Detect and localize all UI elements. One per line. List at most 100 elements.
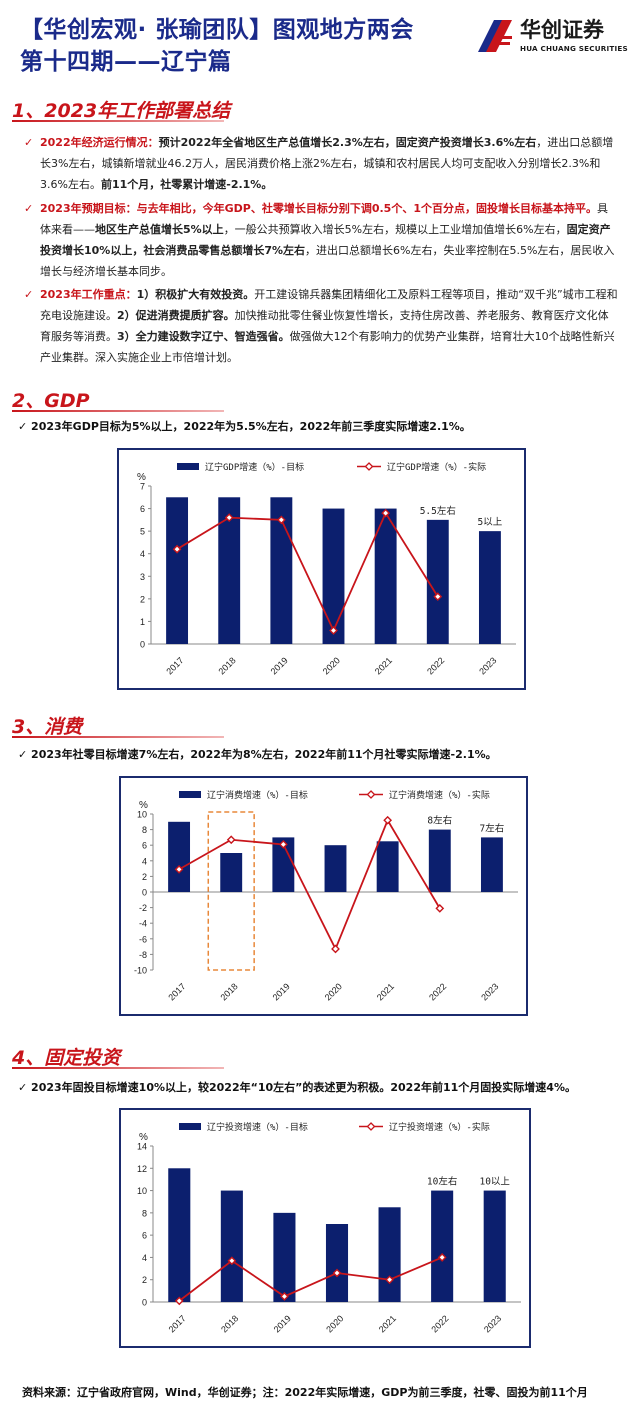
legend-entry-actual: 辽宁消费增速（%）-实际 xyxy=(389,789,490,801)
bar-annotation: 10以上 xyxy=(479,1177,510,1188)
y-tick-label: 10 xyxy=(137,1186,147,1196)
check-icon: ✓ xyxy=(24,288,34,301)
y-axis-unit: % xyxy=(137,472,146,483)
y-tick-label: 12 xyxy=(137,1164,147,1174)
section-title-consumption: 3、消费 xyxy=(12,716,83,738)
chart-legend: 辽宁GDP增速（%）-目标 辽宁GDP增速（%）-实际 xyxy=(177,461,486,473)
check-icon: ✓ xyxy=(24,136,34,149)
y-tick-label: 4 xyxy=(140,549,145,559)
point-actual-2022 xyxy=(437,1253,447,1262)
bar-target-2023 xyxy=(480,837,503,892)
bullet-label: 2023年工作重点： xyxy=(40,288,137,301)
point-actual-2021 xyxy=(383,815,393,825)
point-actual-2022 xyxy=(433,592,443,601)
legend-entry-target: 辽宁GDP增速（%）-目标 xyxy=(205,461,304,473)
y-tick-label: 6 xyxy=(142,841,147,851)
point-actual-2022 xyxy=(435,903,445,913)
bar-target-2020 xyxy=(322,508,345,644)
check-icon: ✓ xyxy=(18,420,32,433)
point-actual-2018 xyxy=(224,513,234,522)
x-tick-label: 2023 xyxy=(479,981,500,1002)
section-underline xyxy=(12,736,224,738)
x-tick-label: 2022 xyxy=(425,655,446,676)
y-tick-label: 6 xyxy=(142,1231,147,1241)
y-tick-label: 2 xyxy=(142,872,147,882)
consumption-summary: ✓ 2023年社零目标增速7%左右，2022年为8%左右，2022年前11个月社… xyxy=(18,746,497,762)
y-axis-unit: % xyxy=(139,1132,148,1143)
section-underline xyxy=(12,410,224,412)
actual-series-line xyxy=(178,1256,443,1302)
section-title-investment: 4、固定投资 xyxy=(12,1047,121,1069)
x-tick-label: 2022 xyxy=(427,981,448,1002)
y-axis-unit: % xyxy=(139,800,148,811)
legend-line-marker xyxy=(364,462,374,471)
bar-target-2020 xyxy=(324,845,347,892)
section-title-work-plan: 1、2023年工作部署总结 xyxy=(12,100,231,122)
point-actual-2020 xyxy=(332,1268,342,1278)
x-tick-label: 2020 xyxy=(324,1313,345,1334)
page-title-line1: 【华创宏观· 张瑜团队】图观地方两会 xyxy=(20,17,414,43)
bar-target-2023 xyxy=(483,1190,506,1302)
work-plan-bullet: ✓ 2023年工作重点：1）积极扩大有效投资。开工建设锦兵器集团精细化工及原料工程… xyxy=(24,284,618,368)
point-actual-2018 xyxy=(227,1256,237,1266)
bullet-text: 地区生产总值增长5%以上 xyxy=(95,223,224,236)
x-tick-label: 2020 xyxy=(321,655,342,676)
work-plan-bullet: ✓ 2023年预期目标：与去年相比，今年GDP、社零增长目标分别下调0.5个、1个… xyxy=(24,198,618,282)
x-tick-label: 2019 xyxy=(271,981,292,1002)
point-actual-2021 xyxy=(385,1275,394,1285)
point-actual-2017 xyxy=(172,544,182,554)
bar-annotation: 10左右 xyxy=(427,1176,457,1188)
bullet-label: 2022年经济运行情况： xyxy=(40,136,159,149)
legend-entry-target: 辽宁消费增速（%）-目标 xyxy=(207,789,308,801)
bar-target-2022 xyxy=(431,1190,454,1302)
page-title-line2: 第十四期——辽宁篇 xyxy=(20,49,232,75)
legend-entry-actual: 辽宁GDP增速（%）-实际 xyxy=(387,461,486,473)
y-tick-label: 6 xyxy=(140,504,145,514)
logo-text-cn: 华创证券 xyxy=(520,18,604,42)
highlight-box xyxy=(207,811,255,971)
x-tick-label: 2022 xyxy=(429,1313,450,1334)
section-title-gdp: 2、GDP xyxy=(12,390,90,412)
x-tick-label: 2023 xyxy=(477,655,498,676)
y-tick-label: 0 xyxy=(142,888,147,898)
legend-line-marker xyxy=(366,790,376,799)
point-actual-2020 xyxy=(329,626,338,635)
x-tick-label: 2023 xyxy=(482,1313,503,1334)
x-tick-label: 2018 xyxy=(216,655,237,676)
page-header: 【华创宏观· 张瑜团队】图观地方两会 第十四期——辽宁篇 华创证券 HUA CH… xyxy=(0,0,640,80)
legend-entry-actual: 辽宁投资增速（%）-实际 xyxy=(389,1121,490,1133)
legend-bar-swatch xyxy=(179,791,201,798)
y-tick-label: -4 xyxy=(139,919,147,929)
investment-chart: 辽宁投资增速（%）-目标 辽宁投资增速（%）-实际% 0 2 4 6 8 10 12 14 10左右… xyxy=(119,1108,531,1348)
point-actual-2019 xyxy=(278,840,288,849)
y-tick-label: 2 xyxy=(142,1275,147,1285)
bullet-text: ，进出口总额增长3%左右，城镇新增就业46.2万人，居民消费价格上涨2%左右，城… xyxy=(40,136,614,191)
investment-summary-text: 2023年固投目标增速10%以上，较2022年“10左右”的表述更为积极。202… xyxy=(31,1081,576,1094)
y-tick-label: 1 xyxy=(140,617,145,627)
actual-series-line xyxy=(176,511,439,633)
bullet-text: 与去年相比，今年GDP、社零增长目标分别下调0.5个、1个百分点，固投增长目标基… xyxy=(136,202,597,215)
y-tick-label: 5 xyxy=(140,527,145,537)
section-underline xyxy=(12,120,224,122)
legend-bar-swatch xyxy=(177,463,199,470)
point-actual-2019 xyxy=(280,1292,289,1301)
bullet-text: 2）促进消费提质扩容。 xyxy=(117,309,235,322)
bar-target-2019 xyxy=(270,497,293,644)
bar-target-2021 xyxy=(374,508,397,644)
check-icon: ✓ xyxy=(18,748,32,761)
source-footnote: 资料来源：辽宁省政府官网，Wind，华创证券；注：2022年实际增速，GDP为前… xyxy=(22,1386,588,1399)
bullet-text: 固定资产投资增长10%以上，社会消费品零售总额增长7%左右 xyxy=(40,223,611,257)
bar-annotation: 5.5左右 xyxy=(420,505,456,517)
x-tick-label: 2019 xyxy=(269,655,290,676)
y-tick-label: 8 xyxy=(142,1208,147,1218)
bullet-label: 2023年预期目标： xyxy=(40,202,137,215)
chart-svg: 辽宁GDP增速（%）-目标 辽宁GDP增速（%）-实际% 0 1 2 3 4 5 6 7 5.5左右… xyxy=(137,461,516,676)
bar-target-2019 xyxy=(273,1212,296,1302)
bar-annotation: 8左右 xyxy=(427,815,452,827)
bar-target-2017 xyxy=(168,821,191,892)
point-actual-2017 xyxy=(174,1296,184,1306)
bar-annotation: 5以上 xyxy=(478,517,503,528)
x-tick-label: 2018 xyxy=(219,1313,240,1334)
consumption-summary-text: 2023年社零目标增速7%左右，2022年为8%左右，2022年前11个月社零实… xyxy=(31,748,497,761)
point-actual-2021 xyxy=(381,508,391,518)
